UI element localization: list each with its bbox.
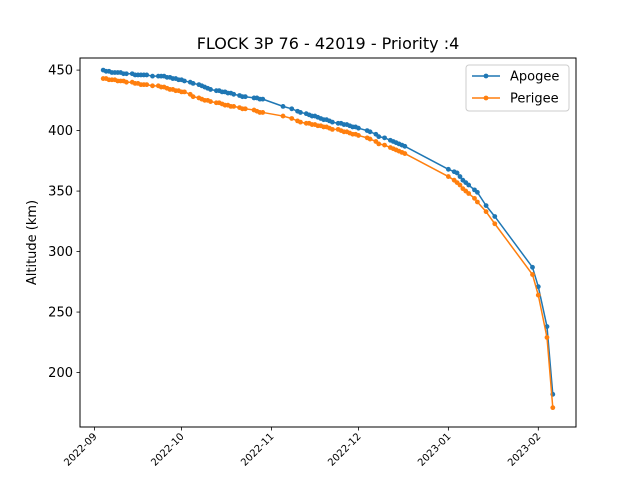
chart-title: FLOCK 3P 76 - 42019 - Priority :4 bbox=[197, 34, 460, 53]
data-point-apogee bbox=[376, 134, 382, 140]
data-point-perigee bbox=[376, 141, 382, 147]
data-point-perigee bbox=[260, 110, 266, 115]
data-point-apogee bbox=[298, 110, 303, 115]
data-point-perigee bbox=[382, 142, 387, 148]
data-point-perigee bbox=[329, 126, 335, 132]
data-point-apogee bbox=[150, 73, 155, 79]
data-point-perigee bbox=[182, 89, 187, 95]
legend: Apogee Perigee bbox=[465, 64, 570, 112]
data-point-apogee bbox=[242, 94, 248, 100]
data-point-apogee bbox=[382, 135, 387, 141]
plot-frame bbox=[79, 57, 577, 428]
series-perigee bbox=[100, 76, 556, 411]
data-point-perigee bbox=[367, 136, 373, 142]
data-point-perigee bbox=[208, 99, 213, 104]
data-point-perigee bbox=[144, 82, 150, 88]
data-point-apogee bbox=[289, 106, 295, 112]
data-point-apogee bbox=[231, 91, 237, 97]
data-point-apogee bbox=[492, 214, 498, 219]
data-point-perigee bbox=[150, 83, 155, 89]
data-point-apogee bbox=[457, 174, 463, 179]
data-point-apogee bbox=[208, 87, 213, 92]
data-point-perigee bbox=[445, 174, 451, 179]
data-point-apogee bbox=[280, 103, 286, 109]
data-point-perigee bbox=[190, 94, 196, 100]
data-point-perigee bbox=[457, 182, 463, 188]
y-tick-label: 200 bbox=[48, 366, 73, 381]
data-point-perigee bbox=[242, 106, 248, 112]
data-point-apogee bbox=[124, 71, 129, 77]
legend-entry-apogee: Apogee bbox=[472, 70, 559, 85]
data-point-apogee bbox=[402, 143, 408, 149]
data-point-apogee bbox=[329, 119, 335, 125]
data-point-apogee bbox=[260, 96, 266, 102]
data-point-perigee bbox=[356, 133, 361, 138]
y-axis: 200 250 300 350 400 450 bbox=[48, 64, 80, 381]
data-point-apogee bbox=[466, 182, 472, 188]
legend-marker bbox=[483, 73, 489, 79]
data-point-perigee bbox=[530, 272, 535, 277]
data-point-perigee bbox=[544, 335, 550, 340]
data-point-perigee bbox=[492, 221, 498, 227]
data-point-apogee bbox=[454, 170, 460, 176]
data-point-apogee bbox=[144, 72, 150, 78]
data-point-perigee bbox=[402, 151, 408, 156]
data-point-apogee bbox=[474, 189, 480, 195]
series-layer bbox=[100, 67, 556, 411]
data-point-apogee bbox=[483, 203, 489, 209]
y-tick-label: 250 bbox=[48, 306, 73, 321]
y-tick-label: 350 bbox=[48, 185, 73, 200]
y-tick-label: 450 bbox=[48, 64, 73, 79]
y-tick-label: 300 bbox=[48, 245, 73, 260]
data-point-apogee bbox=[544, 324, 550, 329]
data-point-perigee bbox=[298, 119, 303, 125]
legend-label: Apogee bbox=[510, 70, 559, 85]
legend-entry-perigee: Perigee bbox=[472, 92, 559, 107]
data-point-perigee bbox=[550, 405, 556, 411]
data-point-perigee bbox=[535, 292, 541, 298]
data-point-perigee bbox=[474, 199, 480, 205]
legend-marker bbox=[483, 95, 489, 101]
data-point-apogee bbox=[530, 264, 535, 270]
data-point-perigee bbox=[231, 103, 237, 109]
data-point-apogee bbox=[190, 81, 196, 86]
y-tick-label: 400 bbox=[48, 124, 73, 139]
data-point-perigee bbox=[280, 113, 286, 119]
data-point-perigee bbox=[472, 195, 477, 201]
data-point-perigee bbox=[483, 209, 489, 215]
data-point-apogee bbox=[535, 284, 541, 290]
data-point-apogee bbox=[182, 78, 187, 84]
data-point-apogee bbox=[445, 166, 451, 172]
data-point-perigee bbox=[466, 191, 472, 196]
data-point-apogee bbox=[367, 129, 373, 135]
y-axis-label: Altitude (km) bbox=[25, 200, 40, 285]
data-point-apogee bbox=[356, 125, 361, 131]
data-point-perigee bbox=[124, 79, 129, 85]
series-apogee bbox=[100, 67, 556, 397]
legend-label: Perigee bbox=[510, 92, 559, 107]
data-point-perigee bbox=[289, 116, 295, 121]
